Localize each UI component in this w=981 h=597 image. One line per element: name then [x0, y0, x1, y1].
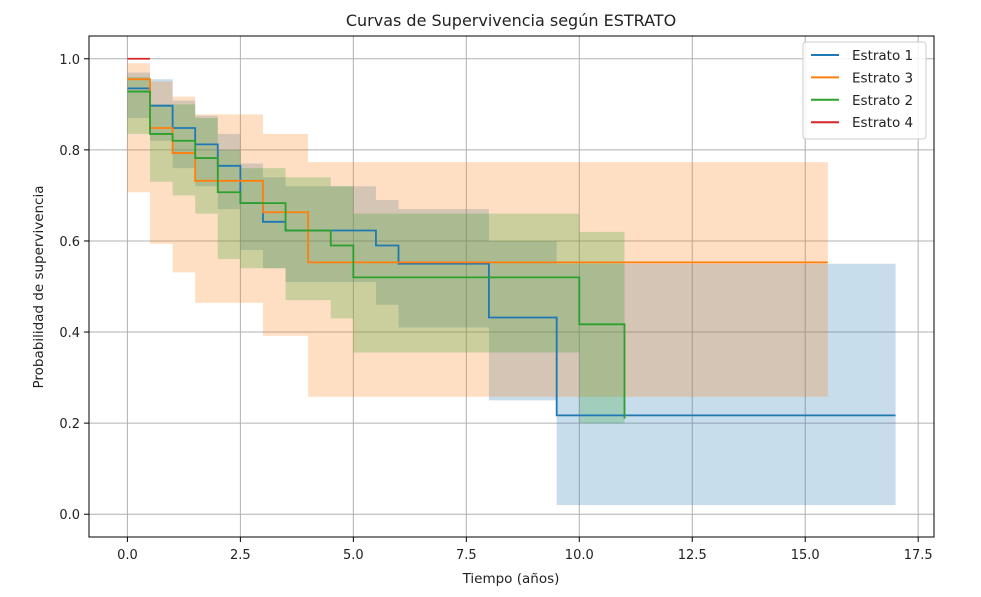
confidence-band — [127, 63, 828, 397]
legend-label: Estrato 3 — [852, 70, 913, 86]
x-tick-label: 12.5 — [678, 548, 707, 563]
x-tick-label: 15.0 — [791, 548, 820, 563]
x-tick-label: 10.0 — [565, 548, 594, 563]
y-tick-label: 0.6 — [59, 235, 80, 250]
grid — [89, 36, 934, 537]
x-tick-label: 2.5 — [230, 548, 251, 563]
legend: Estrato 1 Estrato 3 Estrato 2 Estrato 4 — [802, 41, 927, 140]
survival-line — [127, 90, 626, 419]
legend-label: Estrato 2 — [852, 93, 913, 109]
confidence-band — [127, 72, 896, 506]
y-tick-label: 0.2 — [59, 417, 80, 432]
x-tick-label: 5.0 — [343, 548, 364, 563]
x-tick-label: 7.5 — [456, 548, 477, 563]
x-tick-label: 0.0 — [117, 548, 138, 563]
survival-lines — [127, 57, 896, 419]
y-tick-label: 0.0 — [59, 508, 80, 523]
plot-frame — [88, 35, 935, 538]
y-tick-label: 1.0 — [59, 53, 80, 68]
y-tick-label: 0.8 — [59, 144, 80, 159]
survival-line — [127, 78, 828, 264]
legend-label: Estrato 4 — [852, 115, 913, 131]
legend-box — [802, 41, 927, 140]
y-tick-label: 0.4 — [59, 326, 80, 341]
y-axis-ticks: 0.0 0.2 0.4 0.6 0.8 1.0 — [59, 53, 89, 523]
confidence-band — [127, 76, 625, 506]
chart-title: Curvas de Supervivencia según ESTRATO — [346, 11, 676, 30]
x-axis-ticks: 0.0 2.5 5.0 7.5 10.0 12.5 15.0 17.5 — [117, 537, 933, 563]
confidence-bands — [127, 63, 896, 506]
y-axis-label: Probabilidad de supervivencia — [31, 185, 47, 388]
x-axis-label: Tiempo (años) — [462, 571, 560, 587]
x-tick-label: 17.5 — [904, 548, 933, 563]
legend-label: Estrato 1 — [852, 48, 913, 64]
